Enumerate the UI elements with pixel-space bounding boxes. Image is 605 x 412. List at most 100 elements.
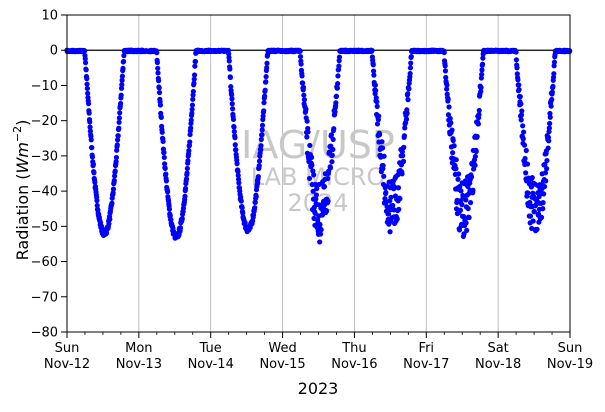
data-point xyxy=(467,199,474,206)
data-point xyxy=(408,60,414,66)
data-point xyxy=(229,106,236,112)
data-point xyxy=(85,101,92,107)
data-point xyxy=(474,133,480,140)
data-point xyxy=(541,183,548,190)
data-point xyxy=(188,117,194,123)
data-point xyxy=(370,62,376,68)
data-point xyxy=(317,239,323,245)
data-point xyxy=(235,169,241,175)
data-point xyxy=(522,155,528,162)
y-axis-ticks: −80 −70 −60 −50 −40 −30 −20 −10 0 10 xyxy=(31,9,67,341)
data-point xyxy=(403,116,410,122)
data-point xyxy=(480,55,486,61)
data-point xyxy=(336,63,342,69)
data-point xyxy=(191,80,197,86)
data-point xyxy=(400,153,406,159)
data-point xyxy=(116,119,122,125)
data-point xyxy=(304,118,310,124)
data-point xyxy=(534,226,540,232)
x-tick-date: Nov-17 xyxy=(403,357,449,372)
data-point xyxy=(407,65,414,71)
data-point xyxy=(397,196,403,202)
data-point xyxy=(330,146,336,153)
data-point xyxy=(106,221,112,227)
data-point xyxy=(83,67,89,73)
data-point xyxy=(116,125,122,131)
data-point xyxy=(256,158,263,164)
data-point xyxy=(470,187,476,193)
data-point xyxy=(479,67,485,73)
data-point xyxy=(90,161,96,167)
data-point xyxy=(547,120,553,127)
data-point xyxy=(396,206,402,212)
data-point xyxy=(155,65,161,71)
data-point xyxy=(111,177,117,184)
data-point xyxy=(189,110,195,116)
x-tick-date: Nov-15 xyxy=(259,357,305,372)
data-point xyxy=(379,145,386,151)
data-point xyxy=(156,78,162,84)
data-point xyxy=(551,59,558,65)
data-point xyxy=(82,48,88,54)
data-point xyxy=(516,86,522,93)
x-tick-date: Nov-19 xyxy=(547,357,593,372)
data-point xyxy=(112,168,118,174)
data-point xyxy=(233,147,239,153)
y-tick-label: −30 xyxy=(31,149,58,164)
data-point xyxy=(303,106,309,112)
data-point xyxy=(546,138,552,144)
y-axis-title: Radiation(Wm−2) xyxy=(11,120,32,261)
data-point xyxy=(154,59,161,66)
data-point xyxy=(328,132,334,138)
data-point xyxy=(518,112,525,118)
data-point xyxy=(325,175,331,182)
data-point xyxy=(325,198,331,204)
x-tick-weekday: Tue xyxy=(199,341,222,356)
data-point xyxy=(516,82,522,88)
data-point xyxy=(449,127,455,133)
y-tick-label: 10 xyxy=(41,9,58,24)
data-point xyxy=(317,221,323,228)
data-point xyxy=(547,114,553,120)
data-point xyxy=(544,157,550,164)
data-point xyxy=(540,206,546,212)
data-point xyxy=(300,84,307,91)
data-point xyxy=(329,159,335,165)
data-point xyxy=(264,60,270,66)
data-point xyxy=(109,200,115,206)
data-point xyxy=(442,63,448,69)
data-point xyxy=(381,153,387,159)
data-point xyxy=(157,102,164,108)
data-point xyxy=(187,139,193,145)
data-point xyxy=(256,163,262,169)
data-point xyxy=(518,117,524,123)
data-point xyxy=(540,200,546,206)
data-point xyxy=(119,82,125,88)
data-point xyxy=(515,77,521,83)
data-point xyxy=(473,148,479,155)
data-point xyxy=(331,126,337,132)
data-point xyxy=(94,202,100,209)
x-tick-weekday: Fri xyxy=(419,341,435,356)
data-point xyxy=(548,103,554,109)
watermark-line-1: IAG/USP xyxy=(241,123,395,167)
data-point xyxy=(513,57,520,63)
data-point xyxy=(321,183,328,190)
data-point xyxy=(231,124,237,130)
data-point xyxy=(399,171,405,177)
data-point xyxy=(89,144,95,151)
y-tick-label: −40 xyxy=(31,185,58,200)
data-point xyxy=(464,227,470,233)
data-point xyxy=(300,80,306,86)
data-point xyxy=(332,109,338,115)
data-point xyxy=(190,88,196,95)
data-point xyxy=(458,188,464,194)
data-point xyxy=(390,202,396,209)
data-point xyxy=(120,65,126,71)
data-point xyxy=(380,162,386,169)
data-point xyxy=(323,208,330,214)
data-point xyxy=(388,194,394,200)
data-point xyxy=(401,144,407,150)
data-point xyxy=(541,191,547,197)
